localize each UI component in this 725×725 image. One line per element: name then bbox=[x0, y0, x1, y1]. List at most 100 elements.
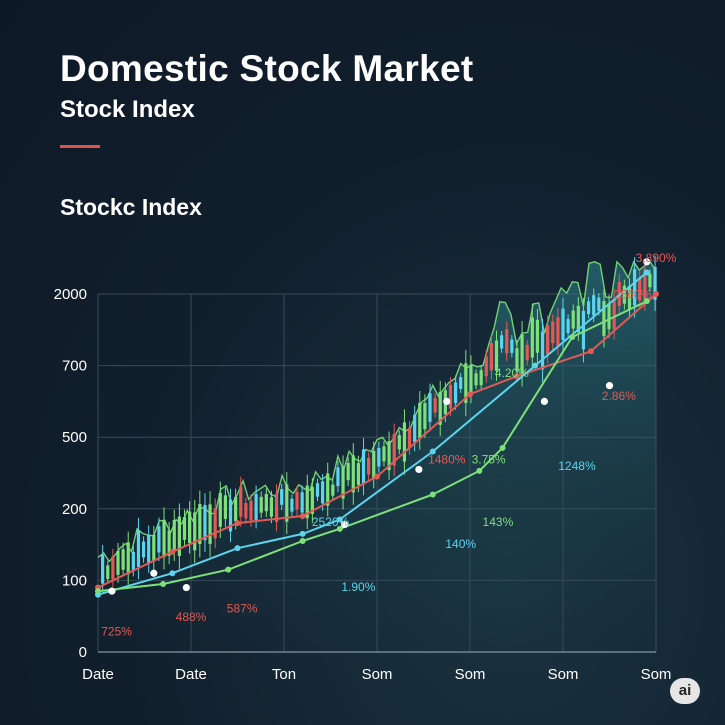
percent-annotation: 725% bbox=[101, 625, 132, 639]
percent-annotation: 1.90% bbox=[341, 580, 375, 594]
candle-body bbox=[418, 402, 422, 438]
candle-body bbox=[264, 493, 268, 512]
candle-body bbox=[193, 512, 197, 551]
candle-body bbox=[551, 321, 555, 344]
candle-body bbox=[500, 335, 504, 349]
candle-body bbox=[326, 473, 330, 506]
candle-body bbox=[546, 325, 550, 355]
candle-body bbox=[198, 503, 202, 545]
candle-body bbox=[121, 549, 125, 570]
series-point bbox=[336, 525, 343, 532]
candle-body bbox=[157, 526, 161, 553]
data-marker bbox=[182, 583, 190, 592]
ai-badge[interactable]: ai bbox=[670, 678, 700, 704]
candle-body bbox=[535, 319, 540, 353]
percent-annotation: 3.75% bbox=[472, 453, 506, 467]
candle-body bbox=[361, 449, 366, 484]
data-marker bbox=[340, 520, 349, 529]
candle-body bbox=[126, 542, 130, 575]
candle-body bbox=[244, 503, 248, 519]
x-tick-label: Date bbox=[82, 666, 114, 683]
data-marker bbox=[643, 258, 651, 266]
candle-body bbox=[643, 269, 647, 301]
candle-body bbox=[459, 377, 463, 389]
candle-body bbox=[331, 484, 335, 496]
candle-body bbox=[223, 495, 228, 519]
candle-body bbox=[295, 491, 299, 510]
percent-annotation: 587% bbox=[227, 602, 258, 616]
candle-body bbox=[484, 356, 488, 377]
series-point bbox=[499, 444, 506, 451]
x-tick-label: Som bbox=[455, 666, 486, 683]
candle-body bbox=[525, 344, 529, 361]
percent-annotation: 488% bbox=[176, 610, 207, 624]
candle-body bbox=[581, 310, 586, 350]
series-point bbox=[169, 570, 176, 577]
candle-body bbox=[177, 516, 181, 556]
candle-body bbox=[602, 301, 606, 336]
candle-body bbox=[607, 303, 611, 330]
x-tick-label: Ton bbox=[272, 666, 296, 683]
y-tick-label: 0 bbox=[79, 644, 87, 661]
candle-body bbox=[152, 534, 156, 562]
candle-body bbox=[203, 504, 207, 541]
candle-body bbox=[627, 285, 632, 310]
candle-body bbox=[356, 463, 360, 485]
percent-annotation: 140% bbox=[445, 537, 476, 551]
candle-body bbox=[188, 511, 192, 544]
candle-body bbox=[648, 273, 652, 288]
candle-body bbox=[182, 517, 187, 540]
candle-body bbox=[290, 498, 294, 512]
series-point bbox=[467, 391, 473, 398]
candle-body bbox=[218, 492, 222, 527]
series-point bbox=[225, 566, 232, 573]
percent-annotation: 2560% bbox=[614, 287, 652, 301]
series-line-1 bbox=[97, 271, 648, 596]
page-title: Domestic Stock Market bbox=[60, 48, 474, 89]
accent-divider bbox=[60, 145, 100, 148]
series-point bbox=[299, 512, 306, 519]
percent-annotation: 3,890% bbox=[636, 251, 677, 265]
series-point bbox=[234, 545, 241, 552]
candle-body bbox=[392, 434, 396, 466]
candle-body bbox=[106, 565, 110, 579]
candle-body bbox=[413, 414, 417, 443]
candle-body bbox=[254, 494, 258, 520]
candle-body bbox=[464, 363, 468, 403]
candle-body bbox=[377, 447, 381, 467]
candle-body bbox=[234, 496, 238, 522]
candle-body bbox=[566, 319, 570, 333]
candle-body bbox=[310, 487, 314, 515]
percent-annotation: 2520% bbox=[312, 515, 350, 529]
y-tick-label: 100 bbox=[62, 572, 87, 589]
candle-body bbox=[453, 382, 458, 404]
candle-body bbox=[638, 277, 642, 301]
candle-body bbox=[351, 455, 355, 493]
candle-body bbox=[612, 298, 616, 330]
data-marker bbox=[150, 569, 158, 577]
candle-body bbox=[300, 492, 304, 513]
series-point bbox=[374, 473, 380, 480]
y-tick-label: 200 bbox=[62, 501, 87, 518]
series-point bbox=[95, 588, 101, 595]
percent-annotation: 1480% bbox=[428, 453, 466, 467]
candle-body bbox=[474, 373, 478, 386]
candle-body bbox=[438, 391, 442, 425]
candle-body bbox=[494, 340, 499, 371]
candle-body bbox=[274, 493, 279, 522]
candle-body bbox=[141, 541, 146, 558]
candle-body bbox=[172, 519, 176, 551]
candle-body bbox=[402, 422, 407, 462]
y-tick-label: 500 bbox=[62, 429, 87, 446]
x-tick-label: Som bbox=[548, 666, 579, 683]
candle-body bbox=[382, 446, 386, 462]
candle-body bbox=[280, 489, 284, 505]
candle-body bbox=[320, 481, 325, 504]
candle-body bbox=[520, 334, 524, 374]
candle-body bbox=[208, 504, 212, 544]
candle-body bbox=[633, 269, 637, 306]
candle-body bbox=[556, 317, 560, 346]
candle-body bbox=[336, 467, 340, 487]
data-marker bbox=[605, 382, 614, 390]
